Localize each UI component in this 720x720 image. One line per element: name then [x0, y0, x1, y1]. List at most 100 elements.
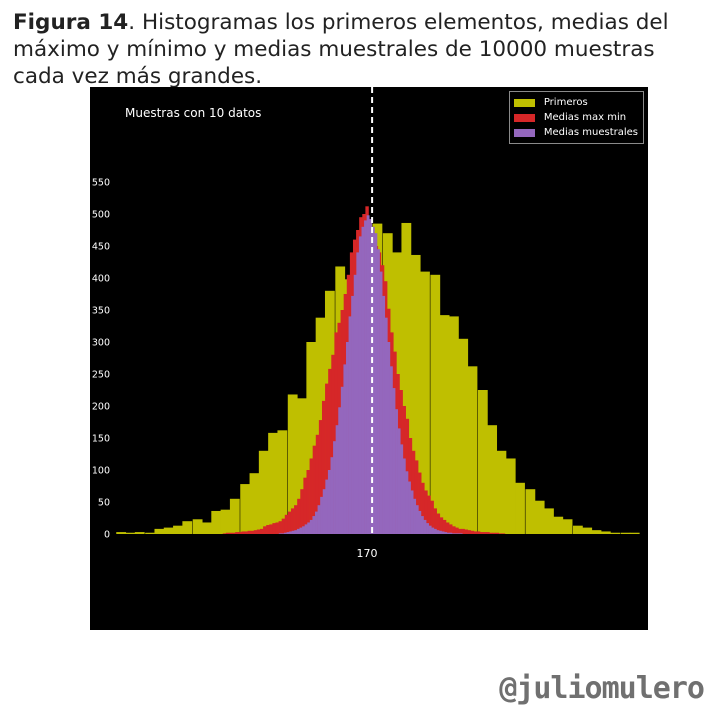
bar-medias-max-min	[452, 526, 456, 534]
legend-item: Medias muestrales	[513, 125, 638, 140]
bar-medias-max-min	[315, 434, 320, 534]
bar-primeros	[420, 271, 430, 534]
bar-primeros	[591, 530, 602, 534]
bar-medias-max-min	[253, 530, 258, 534]
bar-medias-max-min	[225, 532, 230, 534]
bar-primeros	[401, 222, 412, 534]
bar-medias-max-min	[241, 531, 245, 534]
bar-primeros	[202, 522, 212, 534]
bar-medias-max-min	[445, 522, 450, 534]
bar-medias-muestrales	[420, 516, 424, 534]
bar-primeros	[229, 498, 240, 534]
bar-medias-muestrales	[371, 226, 375, 535]
bar-primeros	[211, 510, 222, 534]
bar-primeros	[439, 315, 450, 534]
bar-medias-muestrales	[299, 527, 303, 534]
bar-medias-max-min	[300, 489, 304, 534]
y-tick-label: 0	[104, 530, 110, 541]
bar-medias-muestrales	[423, 519, 427, 534]
bar-primeros	[496, 450, 507, 534]
bar-medias-max-min	[244, 531, 248, 534]
bar-medias-muestrales	[351, 295, 355, 534]
bar-medias-muestrales	[400, 444, 404, 534]
bar-medias-muestrales	[338, 407, 342, 534]
bar-medias-muestrales	[382, 295, 386, 534]
bar-medias-max-min	[256, 529, 261, 534]
bar-medias-muestrales	[387, 342, 391, 534]
bar-primeros	[525, 489, 536, 534]
bar-medias-muestrales	[457, 533, 460, 534]
bar-medias-muestrales	[304, 524, 308, 534]
y-tick-label: 550	[92, 178, 110, 189]
bar-medias-muestrales	[379, 271, 383, 534]
bar-medias-max-min	[486, 532, 490, 534]
chart-legend: Primeros Medias max min Medias muestrales	[508, 91, 644, 144]
bar-medias-muestrales	[294, 530, 298, 534]
bar-primeros	[192, 519, 203, 534]
bar-medias-muestrales	[410, 490, 414, 534]
bar-medias-max-min	[442, 519, 447, 534]
bar-medias-muestrales	[418, 510, 422, 534]
bar-medias-max-min	[476, 531, 481, 534]
bar-medias-muestrales	[340, 386, 344, 534]
bar-medias-muestrales	[446, 532, 450, 534]
bar-primeros	[154, 528, 165, 534]
bar-medias-max-min	[269, 524, 273, 534]
bar-medias-max-min	[421, 482, 425, 534]
figure-caption: Figura 14. Histogramas los primeros elem…	[13, 9, 713, 90]
bar-medias-max-min	[467, 530, 472, 534]
bar-medias-muestrales	[415, 505, 419, 534]
bar-medias-max-min	[287, 511, 292, 534]
y-tick-label: 50	[98, 498, 110, 509]
y-tick-label: 500	[92, 210, 110, 221]
bar-medias-muestrales	[309, 519, 313, 534]
bar-primeros	[134, 532, 145, 534]
bar-medias-max-min	[263, 526, 267, 534]
bar-primeros	[487, 425, 498, 534]
bar-medias-muestrales	[395, 409, 398, 534]
bar-primeros	[182, 521, 193, 534]
bar-medias-muestrales	[439, 530, 442, 534]
bar-medias-muestrales	[296, 528, 300, 534]
bar-medias-muestrales	[449, 532, 453, 534]
y-tick-label: 450	[92, 242, 110, 253]
bar-medias-muestrales	[369, 219, 373, 534]
bar-medias-max-min	[275, 522, 279, 534]
bar-medias-muestrales	[317, 505, 321, 534]
bar-primeros	[287, 394, 298, 534]
bar-medias-muestrales	[384, 317, 388, 534]
bar-medias-max-min	[297, 498, 301, 534]
bar-primeros	[163, 527, 174, 534]
bar-medias-max-min	[306, 470, 310, 534]
bar-medias-max-min	[235, 532, 239, 534]
bar-medias-muestrales	[278, 533, 282, 534]
y-tick-label: 300	[92, 338, 110, 349]
bar-medias-max-min	[294, 505, 298, 534]
bar-primeros	[410, 254, 421, 534]
bar-medias-muestrales	[392, 388, 396, 534]
y-tick-label: 150	[92, 434, 110, 445]
bar-medias-muestrales	[281, 533, 285, 534]
bar-medias-max-min	[489, 532, 493, 534]
bar-medias-max-min	[439, 517, 444, 534]
y-tick-label: 100	[92, 466, 110, 477]
bar-medias-max-min	[430, 500, 434, 534]
bar-medias-max-min	[325, 383, 329, 534]
bar-primeros	[306, 342, 317, 534]
legend-swatch	[513, 128, 535, 137]
bar-medias-muestrales	[405, 471, 409, 534]
bar-medias-muestrales	[291, 530, 295, 534]
bar-primeros	[249, 473, 260, 534]
y-tick-label: 400	[92, 274, 110, 285]
bar-primeros	[448, 316, 459, 534]
bar-primeros	[277, 430, 288, 534]
sample-size-annotation: Muestras con 10 datos	[125, 106, 262, 120]
bar-medias-muestrales	[307, 522, 311, 534]
bar-medias-muestrales	[312, 516, 316, 534]
bar-medias-muestrales	[361, 226, 365, 535]
bar-medias-max-min	[318, 420, 323, 534]
bar-medias-muestrales	[284, 532, 287, 534]
bar-medias-max-min	[250, 530, 255, 534]
bar-medias-muestrales	[413, 498, 417, 534]
bar-medias-max-min	[247, 530, 251, 534]
